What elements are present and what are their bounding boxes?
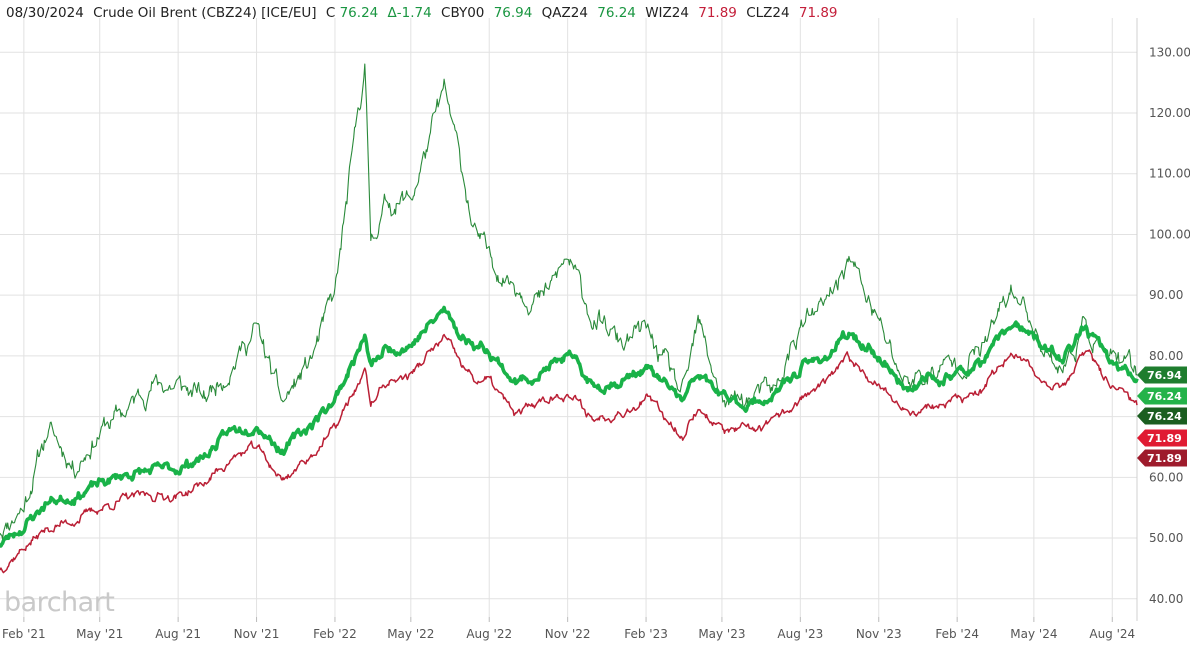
y-axis: 130.00120.00110.00100.0090.0080.0070.006… xyxy=(1149,45,1190,605)
svg-text:08/30/2024 Crude Oil Bre: 08/30/2024 Crude Oil Brent (CBZ24) [ICE/… xyxy=(6,5,838,21)
x-tick-label: May '23 xyxy=(698,627,745,641)
series-line-qaz24[interactable] xyxy=(0,305,1139,548)
y-tick-label: 130.00 xyxy=(1149,45,1190,59)
x-axis: Feb '21 May '21 Aug '21 Nov '21 Feb '22 May '… xyxy=(2,627,1135,641)
header-close-prefix: C xyxy=(326,5,335,21)
header-symbol: CLZ24 xyxy=(746,5,789,21)
y-tick-label: 120.00 xyxy=(1149,106,1190,120)
header-symbol: QAZ24 xyxy=(542,5,588,21)
x-tick-label: Aug '21 xyxy=(155,627,201,641)
chart-header: 08/30/2024 Crude Oil Brent (CBZ24) [ICE/… xyxy=(6,5,838,21)
price-tags: 76.94 76.24 76.24 71.89 71.89 xyxy=(1137,366,1187,467)
header-symbol-value: 76.24 xyxy=(597,5,636,21)
price-tag-label: 76.24 xyxy=(1147,410,1182,423)
price-tag-label: 76.94 xyxy=(1147,369,1182,382)
header-symbol: WIZ24 xyxy=(645,5,689,21)
header-date: 08/30/2024 xyxy=(6,5,84,21)
y-tick-label: 40.00 xyxy=(1149,592,1183,606)
header-symbol: CBY00 xyxy=(441,5,484,21)
x-tick-label: Aug '22 xyxy=(466,627,512,641)
x-tick-label: Nov '22 xyxy=(545,627,591,641)
y-tick-label: 80.00 xyxy=(1149,349,1183,363)
x-tick-label: Nov '21 xyxy=(234,627,280,641)
header-name: Crude Oil Brent (CBZ24) [ICE/EU] xyxy=(93,5,316,21)
y-tick-label: 60.00 xyxy=(1149,470,1183,484)
plot-area[interactable] xyxy=(0,63,1139,574)
header-close-value: 76.24 xyxy=(340,5,379,21)
price-tag xyxy=(1137,387,1187,405)
x-tick-label: Feb '22 xyxy=(313,627,357,641)
x-tick-label: Feb '21 xyxy=(2,627,46,641)
y-tick-label: 90.00 xyxy=(1149,288,1183,302)
price-tag-label: 71.89 xyxy=(1147,452,1182,465)
y-tick-label: 100.00 xyxy=(1149,227,1190,241)
header-change: Δ-1.74 xyxy=(388,5,432,21)
x-tick-label: Aug '23 xyxy=(777,627,823,641)
y-tick-label: 50.00 xyxy=(1149,531,1183,545)
series-line-wiz24[interactable] xyxy=(0,333,1138,574)
x-tick-label: May '24 xyxy=(1010,627,1057,641)
x-tick-label: May '22 xyxy=(387,627,434,641)
price-tag xyxy=(1137,366,1187,384)
header-symbol-value: 76.94 xyxy=(494,5,533,21)
x-tick-label: Feb '24 xyxy=(935,627,979,641)
chart-grid xyxy=(0,18,1138,622)
x-tick-label: Feb '23 xyxy=(624,627,668,641)
series-line-cby00[interactable] xyxy=(0,63,1138,540)
x-tick-label: Aug '24 xyxy=(1089,627,1135,641)
price-tag-label: 71.89 xyxy=(1147,432,1182,445)
price-tag xyxy=(1137,429,1187,447)
price-tag xyxy=(1137,449,1187,467)
price-tag-label: 76.24 xyxy=(1147,390,1182,403)
barchart-logo: barchart xyxy=(4,587,114,618)
x-tick-label: May '21 xyxy=(76,627,123,641)
header-symbol-value: 71.89 xyxy=(698,5,737,21)
header-symbol-value: 71.89 xyxy=(799,5,838,21)
y-tick-label: 110.00 xyxy=(1149,167,1190,181)
x-tick-label: Nov '23 xyxy=(856,627,902,641)
price-tag xyxy=(1137,407,1187,425)
